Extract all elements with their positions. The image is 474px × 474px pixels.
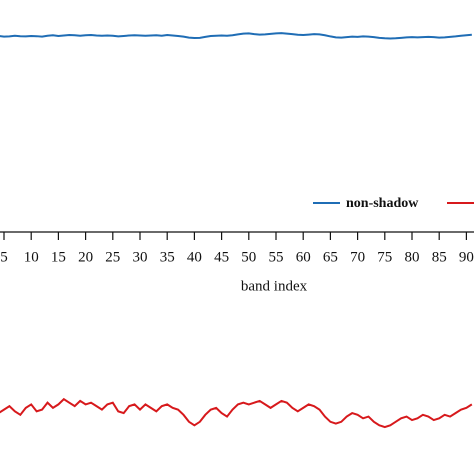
x-tick-label: 80 <box>405 249 420 265</box>
x-tick-label: 20 <box>78 249 93 265</box>
x-tick-label: 30 <box>133 249 148 265</box>
x-axis-label: band index <box>241 278 308 294</box>
series-line <box>0 32 472 40</box>
legend-label: non-shadow <box>346 196 419 211</box>
x-tick-label: 45 <box>214 249 229 265</box>
x-tick-label: 90 <box>459 249 474 265</box>
x-tick-label: 15 <box>51 249 66 265</box>
x-tick-label: 40 <box>187 249 202 265</box>
x-tick-label: 65 <box>323 249 338 265</box>
x-tick-label: 85 <box>432 249 447 265</box>
x-tick-label: 55 <box>269 249 284 265</box>
series-line <box>0 397 473 429</box>
x-tick-label: 50 <box>241 249 256 265</box>
x-tick-label: 60 <box>296 249 311 265</box>
x-tick-label: 35 <box>160 249 175 265</box>
x-tick-label: 25 <box>105 249 120 265</box>
x-tick-label: 10 <box>24 249 39 265</box>
x-tick-label: 5 <box>0 249 8 265</box>
x-tick-label: 75 <box>377 249 392 265</box>
x-tick-label: 70 <box>350 249 365 265</box>
